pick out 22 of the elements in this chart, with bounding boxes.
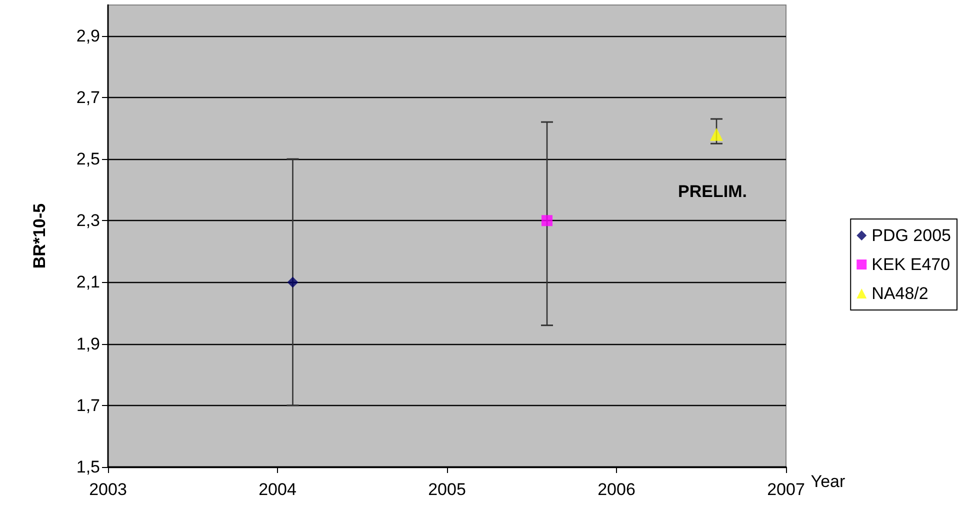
y-tick-label: 2,1 xyxy=(76,272,100,292)
x-tick-label: 2003 xyxy=(89,480,127,499)
y-axis-title: BR*10-5 xyxy=(30,203,49,269)
y-tick-label: 1,7 xyxy=(76,396,100,415)
point xyxy=(710,128,724,141)
legend-label: PDG 2005 xyxy=(872,226,952,245)
y-tick-label: 2,7 xyxy=(76,88,100,107)
legend-label: KEK E470 xyxy=(872,255,950,274)
y-tick-label: 2,5 xyxy=(76,150,100,168)
y-tick-label: 1,5 xyxy=(76,458,100,476)
x-tick-label: 2007 xyxy=(767,480,805,499)
x-tick-label: 2006 xyxy=(598,480,636,499)
y-tick-label: 2,3 xyxy=(76,211,100,230)
legend-label: NA48/2 xyxy=(872,284,928,303)
x-tick-label: 2004 xyxy=(258,480,296,499)
x-axis-title: Year xyxy=(810,472,846,491)
point xyxy=(287,276,298,288)
point xyxy=(542,215,553,226)
y-tick-label: 1,9 xyxy=(76,334,100,354)
annotation: PRELIM. xyxy=(678,182,748,201)
x-tick-label: 2005 xyxy=(428,480,466,499)
y-tick-label: 2,9 xyxy=(76,26,100,46)
